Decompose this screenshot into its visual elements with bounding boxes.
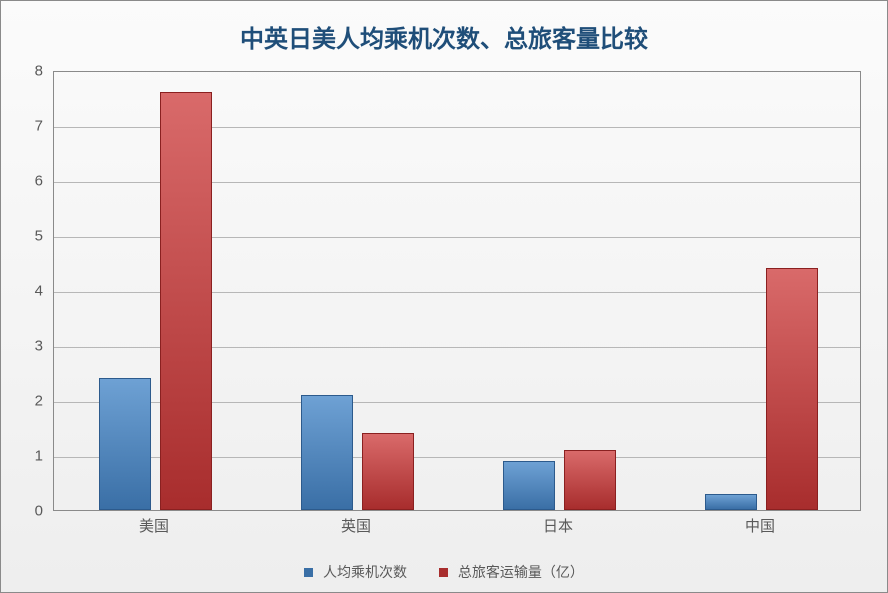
legend-item-series-1: 总旅客运输量（亿） <box>439 562 584 582</box>
y-tick-label: 5 <box>3 228 43 245</box>
x-tick-label: 日本 <box>543 515 573 536</box>
bars-layer <box>54 72 860 510</box>
y-tick-label: 7 <box>3 118 43 135</box>
legend-swatch-series-0 <box>304 568 313 577</box>
plot-area <box>53 71 861 511</box>
bar-series-1 <box>766 268 818 510</box>
bar-series-0 <box>705 494 757 511</box>
legend-swatch-series-1 <box>439 568 448 577</box>
legend: 人均乘机次数 总旅客运输量（亿） <box>1 562 887 582</box>
y-tick-label: 3 <box>3 338 43 355</box>
legend-label-series-0: 人均乘机次数 <box>323 564 407 580</box>
y-tick-label: 6 <box>3 173 43 190</box>
bar-series-0 <box>301 395 353 511</box>
y-tick-label: 4 <box>3 283 43 300</box>
x-tick-label: 美国 <box>139 515 169 536</box>
y-tick-label: 2 <box>3 393 43 410</box>
y-tick-label: 1 <box>3 448 43 465</box>
bar-series-1 <box>160 92 212 510</box>
legend-item-series-0: 人均乘机次数 <box>304 562 407 582</box>
x-tick-label: 英国 <box>341 515 371 536</box>
chart-title: 中英日美人均乘机次数、总旅客量比较 <box>1 1 887 62</box>
chart-container: 中英日美人均乘机次数、总旅客量比较 0 1 2 3 4 5 6 7 8 美国 英国 日本 中国 人均乘… <box>0 0 888 593</box>
x-tick-label: 中国 <box>745 515 775 536</box>
legend-label-series-1: 总旅客运输量（亿） <box>458 564 584 580</box>
bar-series-0 <box>99 378 151 510</box>
bar-series-1 <box>564 450 616 511</box>
bar-series-0 <box>503 461 555 511</box>
bar-series-1 <box>362 433 414 510</box>
y-tick-label: 0 <box>3 503 43 520</box>
y-tick-label: 8 <box>3 63 43 80</box>
